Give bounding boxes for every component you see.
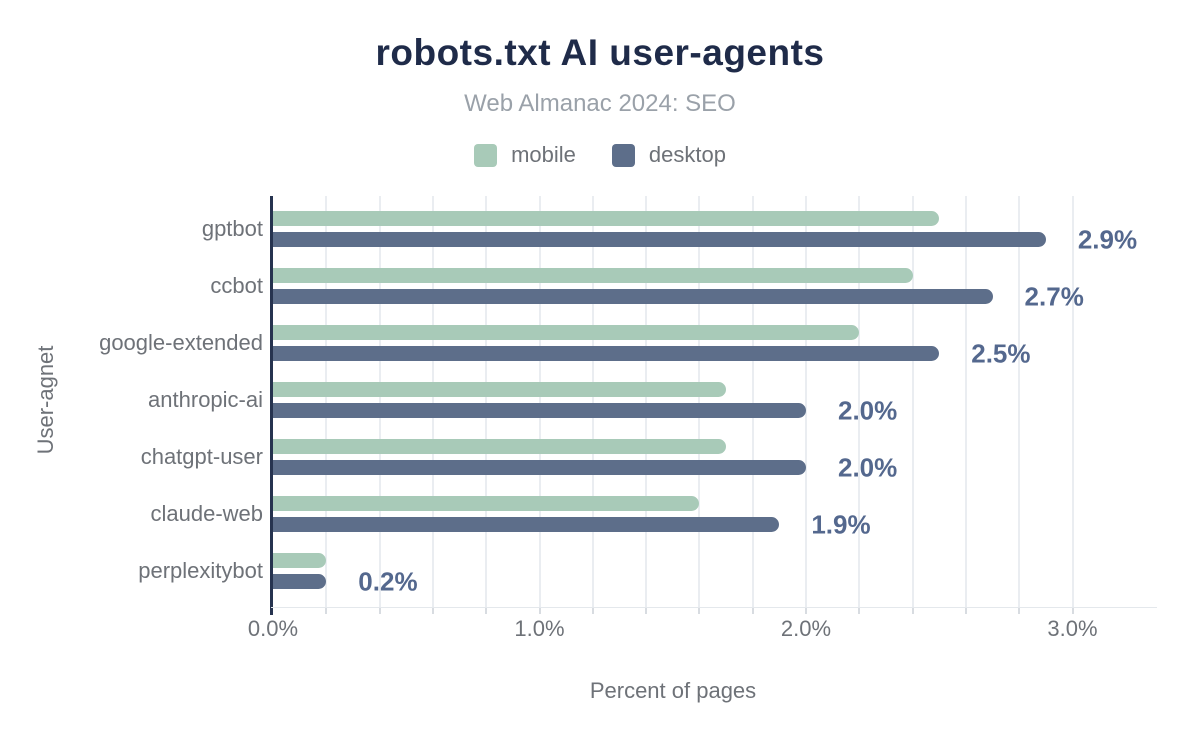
legend-swatch-desktop-icon bbox=[611, 143, 635, 167]
annotation-anthropic-ai: 2.0% bbox=[838, 395, 898, 425]
legend-label-mobile: mobile bbox=[511, 142, 576, 167]
x-tick-label-2.0%: 2.0% bbox=[780, 616, 832, 641]
axis-tick-2.2 bbox=[858, 608, 861, 614]
category-label-chatgpt-user: chatgpt-user bbox=[140, 444, 263, 469]
gridline-2.2 bbox=[858, 196, 861, 607]
axis-tick-2.6 bbox=[964, 608, 967, 614]
annotation-ccbot: 2.7% bbox=[1024, 281, 1084, 311]
category-label-anthropic-ai: anthropic-ai bbox=[148, 387, 263, 412]
legend-item-mobile: mobile bbox=[474, 142, 576, 168]
bar-desktop-ccbot bbox=[273, 289, 993, 304]
x-tick-label-3.0%: 3.0% bbox=[1047, 616, 1098, 641]
gridline-1.4 bbox=[645, 196, 648, 607]
bar-desktop-claude-web bbox=[273, 517, 780, 532]
gridline-1.6 bbox=[698, 196, 701, 607]
plot-area: 2.9% 2.7% 2.5% 2.0% 2.0% 1.9% 0.2% bbox=[273, 196, 1173, 607]
gridline-2.8 bbox=[1018, 196, 1021, 607]
gridline-0.6 bbox=[431, 196, 434, 607]
annotation-perplexitybot: 0.2% bbox=[358, 566, 418, 596]
gridline-2.4 bbox=[911, 196, 914, 607]
axis-tick-0.2 bbox=[325, 608, 328, 614]
annotation-chatgpt-user: 2.0% bbox=[838, 452, 898, 482]
bar-mobile-claude-web bbox=[273, 496, 700, 511]
annotation-google-extended: 2.5% bbox=[971, 338, 1031, 368]
bar-mobile-ccbot bbox=[273, 268, 913, 283]
bar-desktop-chatgpt-user bbox=[273, 460, 806, 475]
legend-label-desktop: desktop bbox=[648, 142, 726, 167]
category-label-claude-web: claude-web bbox=[150, 501, 263, 526]
x-axis-title: Percent of pages bbox=[589, 678, 757, 703]
bar-desktop-gptbot bbox=[273, 232, 1046, 247]
gridline-1.2 bbox=[591, 196, 594, 607]
axis-tick-2.8 bbox=[1018, 608, 1021, 614]
axis-tick-0.6 bbox=[431, 608, 434, 614]
y-axis-title: User-agnet bbox=[33, 345, 58, 455]
bar-mobile-perplexitybot bbox=[273, 553, 327, 568]
axis-tick-1.8 bbox=[751, 608, 754, 614]
gridline-3.0 bbox=[1071, 196, 1074, 607]
axis-tick-1.0 bbox=[538, 608, 541, 614]
x-axis-baseline bbox=[271, 607, 1157, 608]
legend: mobile desktop bbox=[0, 142, 1200, 168]
axis-tick-3.0 bbox=[1071, 608, 1074, 614]
x-tick-label-0.0%: 0.0% bbox=[247, 616, 299, 641]
bar-desktop-google-extended bbox=[273, 346, 940, 361]
gridline-2.0 bbox=[805, 196, 807, 607]
chart-title: robots.txt AI user-agents bbox=[375, 32, 825, 73]
axis-tick-0.4 bbox=[378, 608, 381, 614]
axis-tick-0.8 bbox=[485, 608, 488, 614]
category-label-gptbot: gptbot bbox=[201, 216, 263, 241]
gridline-0.8 bbox=[485, 196, 488, 607]
category-label-perplexitybot: perplexitybot bbox=[138, 558, 263, 583]
bar-desktop-anthropic-ai bbox=[273, 403, 806, 418]
axis-tick-1.4 bbox=[645, 608, 648, 614]
bar-mobile-anthropic-ai bbox=[273, 382, 727, 397]
bar-mobile-chatgpt-user bbox=[273, 439, 727, 454]
chart-subtitle: Web Almanac 2024: SEO bbox=[464, 90, 736, 117]
bar-desktop-perplexitybot bbox=[273, 574, 327, 589]
bar-mobile-google-extended bbox=[273, 325, 860, 340]
gridline-0.2 bbox=[325, 196, 328, 607]
gridline-1.8 bbox=[751, 196, 754, 607]
x-tick-label-1.0%: 1.0% bbox=[514, 616, 565, 641]
legend-swatch-mobile-icon bbox=[474, 143, 498, 167]
axis-tick-2.4 bbox=[911, 608, 914, 614]
category-label-ccbot: ccbot bbox=[210, 273, 263, 298]
annotation-gptbot: 2.9% bbox=[1077, 224, 1138, 254]
y-axis-line bbox=[270, 196, 273, 615]
axis-tick-2.0 bbox=[805, 608, 807, 614]
gridline-0.4 bbox=[378, 196, 381, 607]
axis-tick-1.6 bbox=[698, 608, 701, 614]
gridline-2.6 bbox=[964, 196, 967, 607]
legend-item-desktop: desktop bbox=[611, 142, 726, 168]
category-label-google-extended: google-extended bbox=[99, 330, 263, 355]
gridline-1.0 bbox=[538, 196, 541, 607]
annotation-claude-web: 1.9% bbox=[811, 509, 871, 539]
bar-mobile-gptbot bbox=[273, 211, 940, 226]
axis-tick-1.2 bbox=[591, 608, 594, 614]
